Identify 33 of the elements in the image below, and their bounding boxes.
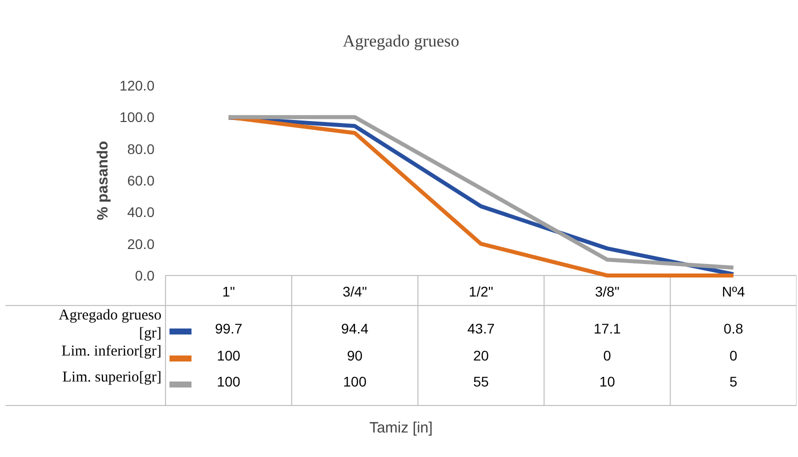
data-label: 0.8 — [724, 320, 744, 336]
data-label: 100 — [216, 374, 240, 390]
data-label: 90 — [347, 348, 363, 364]
x-tick-label: 3/4" — [342, 284, 368, 300]
x-tick-label: 1" — [222, 284, 236, 300]
y-tick-label: 20.0 — [127, 236, 155, 252]
data-label: 43.7 — [467, 320, 495, 336]
y-tick-label: 80.0 — [127, 140, 155, 157]
data-label: 0 — [603, 348, 612, 364]
data-label: 5 — [730, 374, 738, 390]
data-label: 100 — [343, 374, 367, 390]
legend-label: Lim. superio[gr] — [62, 370, 162, 386]
x-tick-label: 1/2" — [468, 284, 494, 300]
data-label: 55 — [473, 374, 489, 390]
y-tick-label: 60.0 — [127, 172, 155, 188]
data-label: 10 — [599, 374, 616, 390]
data-label: 100 — [216, 348, 240, 364]
data-label: 17.1 — [594, 320, 622, 336]
data-label: 20 — [473, 348, 489, 364]
y-tick-label: 40.0 — [127, 204, 155, 220]
data-label: 99.7 — [214, 320, 242, 336]
data-label: 94.4 — [341, 320, 369, 336]
legend-label: Lim. inferior[gr] — [62, 344, 162, 360]
legend-label: Agregado grueso [gr] — [58, 308, 162, 342]
y-axis-title: % pasando — [94, 140, 112, 220]
y-tick-label: 0.0 — [135, 268, 155, 284]
y-tick-label: 120.0 — [119, 78, 155, 94]
chart-title: Agregado grueso — [342, 32, 460, 50]
x-tick-label: Nº4 — [722, 284, 746, 300]
x-tick-label: 3/8" — [594, 284, 620, 300]
text: Tamiz [in] — [369, 420, 433, 436]
y-tick-label: 100.0 — [119, 109, 155, 126]
data-label: 0 — [730, 348, 738, 364]
